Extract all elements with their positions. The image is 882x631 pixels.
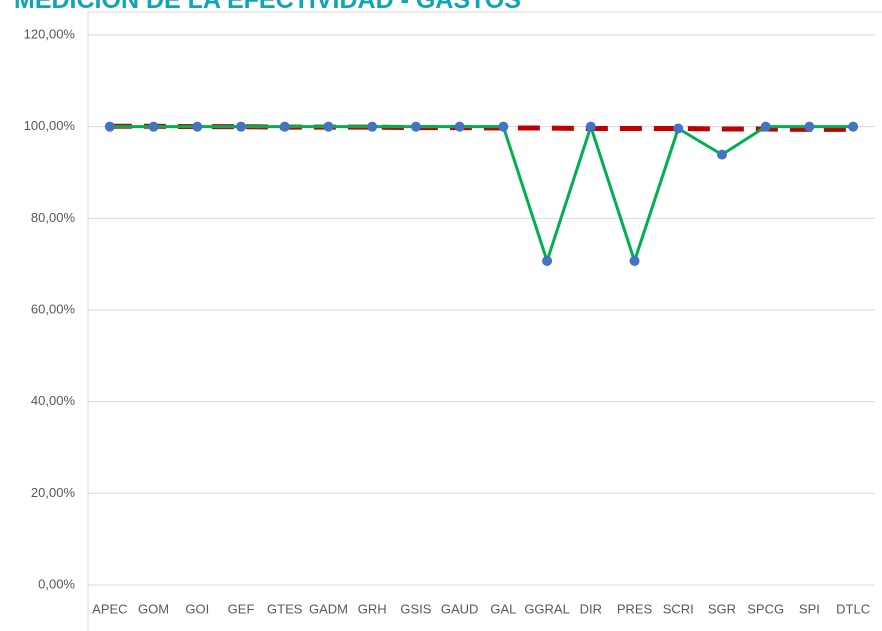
data-point [192, 121, 203, 132]
data-point [716, 149, 727, 160]
x-tick-label: APEC [92, 601, 127, 616]
y-tick-label: 80,00% [31, 210, 76, 225]
data-point [542, 255, 553, 266]
data-point [629, 255, 640, 266]
data-point [760, 121, 771, 132]
x-tick-label: SPI [799, 601, 820, 616]
x-tick-label: SCRI [663, 601, 694, 616]
y-tick-label: 120,00% [24, 26, 76, 41]
x-tick-label: GOM [138, 601, 169, 616]
x-tick-label: SGR [708, 601, 736, 616]
x-tick-label: GADM [309, 601, 348, 616]
x-tick-label: GAL [490, 601, 516, 616]
y-tick-label: 20,00% [31, 485, 76, 500]
data-point [236, 121, 247, 132]
x-tick-label: GGRAL [524, 601, 570, 616]
data-point [104, 121, 115, 132]
data-point [804, 121, 815, 132]
x-tick-label: GRH [358, 601, 387, 616]
x-tick-label: GEF [228, 601, 255, 616]
chart-title: MEDICIÓN DE LA EFECTIVIDAD - GASTOS [14, 0, 521, 14]
data-point [498, 121, 509, 132]
data-point [454, 121, 465, 132]
x-tick-label: DTLC [836, 601, 870, 616]
data-point [148, 121, 159, 132]
y-tick-label: 0,00% [38, 576, 75, 591]
data-point [585, 121, 596, 132]
y-tick-label: 40,00% [31, 393, 76, 408]
x-tick-label: GAUD [441, 601, 479, 616]
data-point [410, 121, 421, 132]
data-point [323, 121, 334, 132]
data-point [848, 121, 859, 132]
data-point [367, 121, 378, 132]
x-tick-label: GTES [267, 601, 303, 616]
y-tick-label: 60,00% [31, 301, 76, 316]
y-tick-label: 100,00% [24, 118, 76, 133]
x-tick-label: GSIS [400, 601, 431, 616]
series-line [109, 125, 854, 263]
x-tick-label: GOI [185, 601, 209, 616]
data-point [673, 123, 684, 134]
x-tick-label: DIR [580, 601, 602, 616]
x-tick-label: SPCG [747, 601, 784, 616]
data-point [279, 121, 290, 132]
x-tick-label: PRES [617, 601, 653, 616]
